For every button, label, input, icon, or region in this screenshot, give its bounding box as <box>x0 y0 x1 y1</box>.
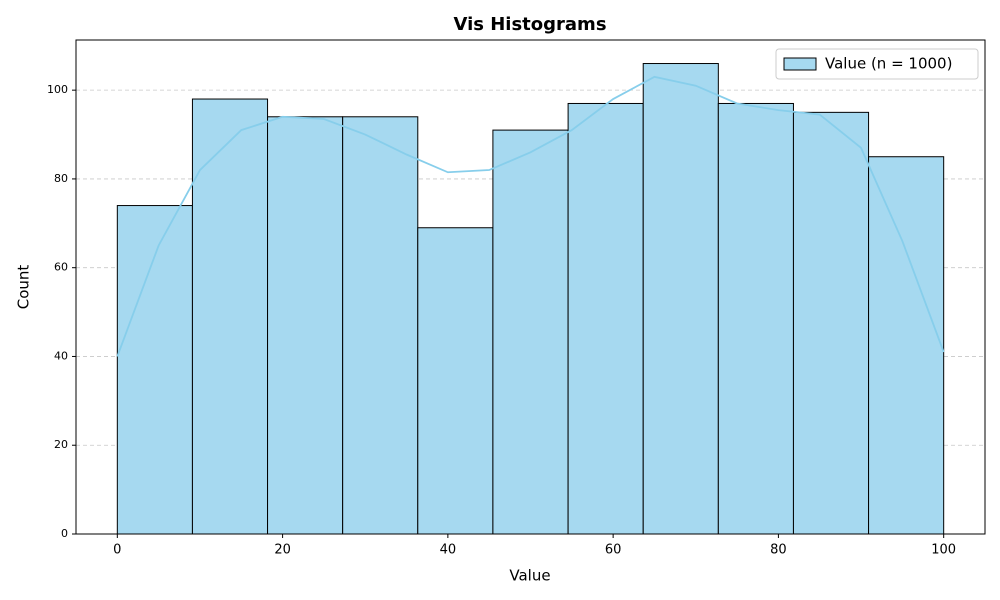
bar <box>717 102 794 535</box>
bar <box>792 111 870 535</box>
bar <box>342 116 419 535</box>
x-tick-label: 100 <box>931 543 956 558</box>
bar <box>417 227 494 535</box>
legend-swatch <box>783 57 817 71</box>
y-tick-label: 60 <box>54 261 68 274</box>
x-tick-label: 0 <box>113 543 121 558</box>
y-tick-label: 80 <box>54 172 68 185</box>
x-tick-label: 60 <box>605 543 622 558</box>
legend-box <box>775 48 979 80</box>
bar <box>868 156 945 535</box>
x-axis-label: Value <box>509 567 550 585</box>
bar <box>492 129 569 535</box>
bar <box>267 116 344 535</box>
y-axis-label: Count <box>15 265 33 310</box>
y-tick-label: 0 <box>61 527 68 540</box>
x-tick-label: 40 <box>440 543 457 558</box>
legend-label: Value (n = 1000) <box>825 55 952 73</box>
x-tick-label: 20 <box>274 543 291 558</box>
y-tick-label: 40 <box>54 349 68 362</box>
y-tick-label: 20 <box>54 438 68 451</box>
chart-title: Vis Histograms <box>453 14 606 35</box>
bar <box>642 63 719 535</box>
x-tick-label: 80 <box>770 543 787 558</box>
plot-frame <box>75 39 986 535</box>
bar <box>567 102 644 535</box>
y-tick-label: 100 <box>47 83 68 96</box>
kde-line <box>116 75 945 357</box>
bar <box>191 98 269 535</box>
